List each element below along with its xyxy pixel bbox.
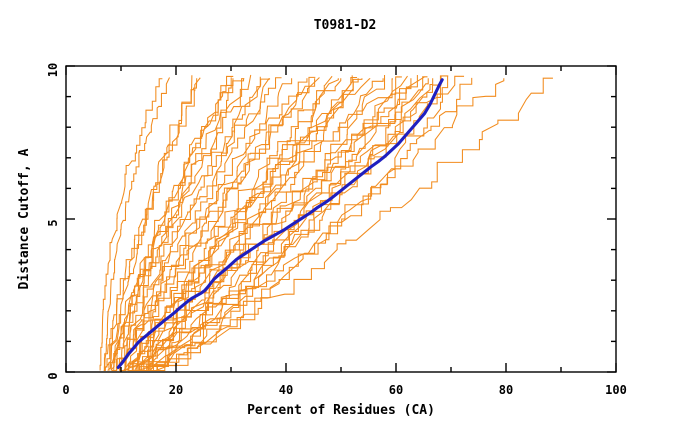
reference-curve-path (116, 78, 444, 369)
prediction-curve-path (127, 78, 363, 371)
prediction-curve-path (110, 75, 234, 371)
prediction-curve-path (156, 77, 473, 371)
prediction-curve-path (136, 75, 353, 371)
x-axis-ticks (65, 66, 617, 372)
x-tick-label: 0 (62, 383, 69, 397)
x-tick-label: 80 (499, 383, 513, 397)
prediction-curve-path (103, 77, 201, 371)
x-tick-label: 40 (279, 383, 293, 397)
prediction-curve-path (118, 78, 270, 371)
prediction-curve-path (140, 75, 418, 371)
prediction-curve-path (128, 78, 342, 371)
y-axis-tick-labels: 0 5 10 (46, 63, 60, 380)
prediction-curve-path (147, 76, 425, 371)
x-tick-label: 60 (389, 383, 403, 397)
axes: 0 20 40 60 80 100 0 5 10 (46, 63, 627, 397)
y-tick-label: 5 (46, 219, 60, 226)
prediction-curve-path (143, 78, 412, 371)
prediction-curve-path (108, 74, 252, 371)
prediction-curve-path (122, 77, 282, 371)
reference-curve (116, 78, 444, 369)
y-tick-label: 10 (46, 63, 60, 77)
y-tick-label: 0 (46, 372, 60, 379)
prediction-curve-path (149, 78, 429, 371)
prediction-curve-path (152, 75, 465, 371)
prediction-curve-path (130, 75, 333, 371)
prediction-curve-path (99, 78, 163, 371)
prediction-curve-path (149, 78, 434, 371)
prediction-curves (99, 74, 553, 371)
prediction-curve-path (120, 76, 316, 371)
prediction-curve-path (103, 75, 193, 371)
plot-area (99, 74, 553, 371)
y-axis-label: Distance Cutoff, A (17, 148, 32, 289)
prediction-curve-path (146, 75, 442, 371)
prediction-curve-path (111, 78, 271, 371)
x-tick-label: 20 (169, 383, 183, 397)
y-axis-ticks (66, 65, 616, 373)
prediction-curve-path (121, 78, 308, 371)
prediction-curve-path (115, 78, 245, 371)
x-tick-label: 100 (605, 383, 627, 397)
prediction-curve-path (104, 77, 232, 371)
x-axis-label: Percent of Residues (CA) (247, 403, 435, 418)
prediction-curve-path (113, 78, 245, 371)
prediction-curve-path (129, 77, 553, 371)
prediction-curve-path (103, 77, 170, 371)
prediction-curve-path (138, 76, 402, 371)
prediction-curve-path (123, 78, 505, 371)
x-axis-tick-labels: 0 20 40 60 80 100 (62, 383, 626, 397)
page-title: T0981-D2 (314, 18, 377, 33)
prediction-curve-path (123, 77, 320, 371)
